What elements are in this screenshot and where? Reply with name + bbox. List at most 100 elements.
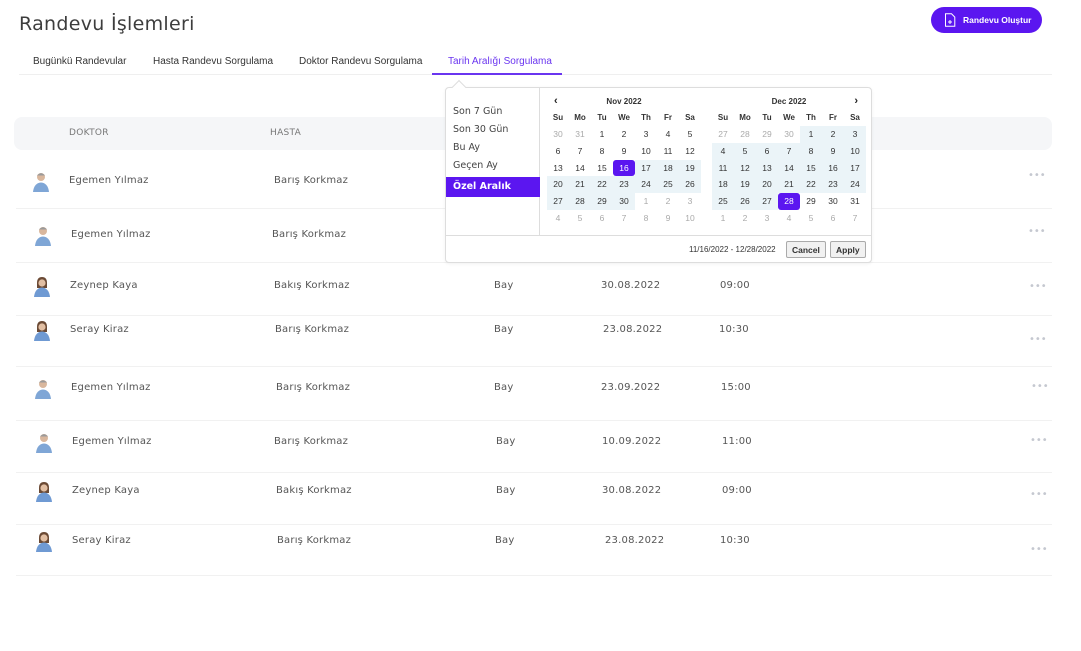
selected-day[interactable]: 16 [613, 159, 635, 177]
calendar-day[interactable]: 7 [778, 142, 800, 160]
calendar-day[interactable]: 9 [665, 212, 671, 223]
more-options-icon[interactable]: ••• [1030, 435, 1048, 446]
calendar-day[interactable]: 9 [822, 142, 844, 160]
range-custom[interactable]: Özel Aralık [446, 177, 540, 197]
table-row[interactable]: Egemen Yılmaz Barış Korkmaz Bay 23.09.2022 1… [16, 367, 1052, 421]
calendar-day[interactable]: 10 [844, 142, 866, 160]
tab-doctor-query[interactable]: Doktor Randevu Sorgulama [299, 56, 423, 67]
calendar-day[interactable]: 20 [756, 176, 778, 194]
tab-patient-query[interactable]: Hasta Randevu Sorgulama [153, 56, 274, 67]
calendar-day[interactable]: 28 [740, 129, 750, 139]
calendar-day[interactable]: 19 [679, 159, 701, 177]
calendar-day[interactable]: 30 [784, 129, 794, 139]
prev-month-icon[interactable]: ‹ [554, 95, 558, 107]
more-options-icon[interactable]: ••• [1028, 226, 1046, 237]
more-options-icon[interactable]: ••• [1029, 281, 1047, 292]
calendar-day[interactable]: 5 [687, 129, 693, 139]
calendar-day[interactable]: 29 [806, 196, 816, 207]
calendar-day[interactable]: 27 [718, 129, 728, 139]
range-last-30-days[interactable]: Son 30 Gün [453, 124, 509, 135]
apply-button[interactable]: Apply [830, 241, 866, 258]
calendar-day[interactable]: 10 [641, 145, 651, 156]
table-row[interactable]: Zeynep Kaya Bakış Korkmaz Bay 30.08.2022 09:… [16, 262, 1052, 316]
calendar-day[interactable]: 12 [685, 145, 695, 156]
create-appointment-button[interactable]: Randevu Oluştur [931, 7, 1042, 33]
calendar-day[interactable]: 7 [577, 145, 583, 156]
calendar-day[interactable]: 15 [597, 162, 607, 173]
calendar-day[interactable]: 6 [599, 212, 605, 223]
calendar-day[interactable]: 26 [679, 176, 701, 194]
calendar-day[interactable]: 30 [828, 196, 838, 207]
calendar-day[interactable]: 5 [808, 212, 814, 223]
calendar-day[interactable]: 5 [734, 142, 756, 160]
calendar-day[interactable]: 14 [778, 159, 800, 177]
calendar-day[interactable]: 21 [778, 176, 800, 194]
calendar-day[interactable]: 12 [734, 159, 756, 177]
calendar-day[interactable]: 3 [687, 196, 693, 207]
calendar-day[interactable]: 21 [569, 176, 591, 194]
calendar-day[interactable]: 6 [830, 212, 836, 223]
calendar-day[interactable]: 4 [665, 129, 671, 139]
calendar-day[interactable]: 8 [599, 145, 605, 156]
calendar-day[interactable]: 17 [635, 159, 657, 177]
calendar-day[interactable]: 23 [822, 176, 844, 194]
range-last-7-days[interactable]: Son 7 Gün [453, 106, 503, 117]
calendar-day[interactable]: 19 [734, 176, 756, 194]
calendar-day[interactable]: 1 [720, 212, 726, 223]
calendar-day[interactable]: 20 [547, 176, 569, 194]
calendar-day[interactable]: 31 [850, 196, 860, 207]
calendar-day[interactable]: 13 [553, 162, 563, 173]
calendar-day[interactable]: 1 [599, 129, 605, 139]
selected-day[interactable]: 28 [778, 193, 800, 210]
calendar-day[interactable]: 8 [643, 212, 649, 223]
calendar-day[interactable]: 30 [553, 129, 563, 139]
table-row[interactable]: Seray Kiraz Barış Korkmaz Bay 23.08.2022 10:… [16, 313, 1052, 367]
table-row[interactable]: Egemen Yılmaz Barış Korkmaz Bay 10.09.2022 1… [16, 419, 1052, 473]
calendar-day[interactable]: 6 [756, 142, 778, 160]
calendar-day[interactable]: 8 [800, 142, 822, 160]
range-last-month[interactable]: Geçen Ay [453, 160, 498, 171]
calendar-day[interactable]: 1 [800, 126, 822, 143]
calendar-day[interactable]: 3 [643, 129, 649, 139]
calendar-day[interactable]: 11 [663, 145, 673, 156]
calendar-day[interactable]: 15 [800, 159, 822, 177]
calendar-day[interactable]: 31 [575, 129, 585, 139]
table-row[interactable]: Zeynep Kaya Bakış Korkmaz Bay 30.08.2022 09:… [16, 471, 1052, 525]
calendar-day[interactable]: 3 [764, 212, 770, 223]
calendar-day[interactable]: 11 [712, 159, 734, 177]
calendar-day[interactable]: 3 [844, 126, 866, 143]
calendar-day[interactable]: 16 [822, 159, 844, 177]
calendar-day[interactable]: 26 [734, 193, 756, 210]
calendar-day[interactable]: 2 [665, 196, 671, 207]
calendar-day[interactable]: 5 [577, 212, 583, 223]
calendar-day[interactable]: 4 [712, 142, 734, 160]
calendar-day[interactable]: 29 [762, 129, 772, 139]
tab-date-range-query[interactable]: Tarih Aralığı Sorgulama [448, 56, 552, 67]
tab-todays-appointments[interactable]: Bugünkü Randevular [33, 56, 127, 67]
more-options-icon[interactable]: ••• [1028, 170, 1046, 181]
calendar-day[interactable]: 25 [657, 176, 679, 194]
calendar-day[interactable]: 6 [555, 145, 561, 156]
calendar-day[interactable]: 30 [613, 193, 635, 210]
table-row[interactable]: Seray Kiraz Barış Korkmaz Bay 23.08.2022 10:… [16, 522, 1052, 576]
calendar-day[interactable]: 27 [756, 193, 778, 210]
calendar-day[interactable]: 10 [685, 212, 695, 223]
more-options-icon[interactable]: ••• [1029, 334, 1047, 345]
calendar-day[interactable]: 24 [635, 176, 657, 194]
more-options-icon[interactable]: ••• [1030, 544, 1048, 555]
calendar-day[interactable]: 4 [786, 212, 792, 223]
calendar-day[interactable]: 7 [621, 212, 627, 223]
calendar-day[interactable]: 14 [575, 162, 585, 173]
calendar-day[interactable]: 29 [591, 193, 613, 210]
calendar-day[interactable]: 1 [643, 196, 649, 207]
calendar-day[interactable]: 13 [756, 159, 778, 177]
calendar-day[interactable]: 18 [712, 176, 734, 194]
more-options-icon[interactable]: ••• [1030, 489, 1048, 500]
cancel-button[interactable]: Cancel [786, 241, 826, 258]
more-options-icon[interactable]: ••• [1031, 381, 1049, 392]
calendar-day[interactable]: 4 [555, 212, 561, 223]
calendar-day[interactable]: 22 [800, 176, 822, 194]
calendar-day[interactable]: 23 [613, 176, 635, 194]
calendar-day[interactable]: 2 [621, 129, 627, 139]
calendar-day[interactable]: 18 [657, 159, 679, 177]
